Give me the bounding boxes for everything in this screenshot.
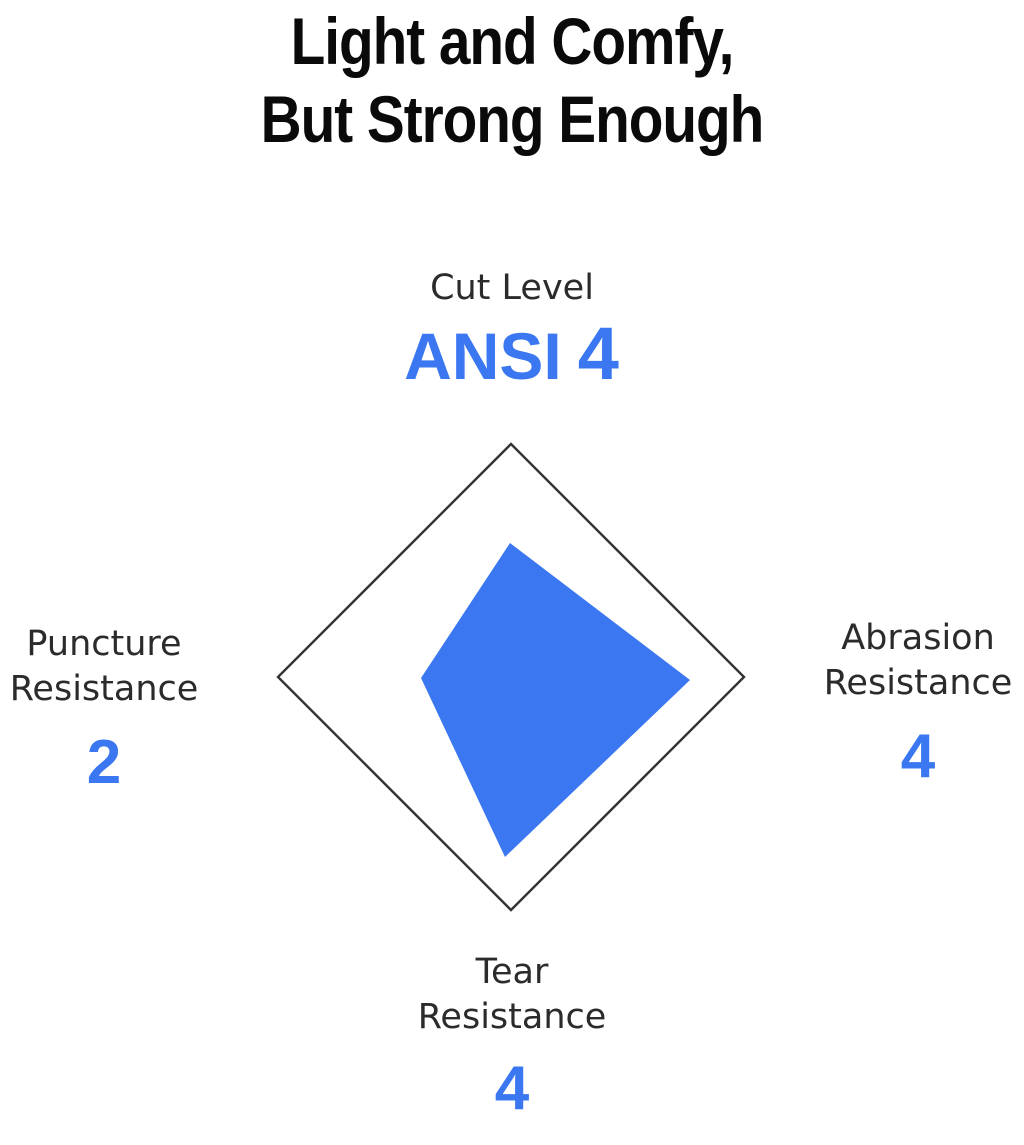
axis-bottom-value: 4 bbox=[494, 1054, 530, 1123]
axis-bottom-label-line-2: Resistance bbox=[417, 997, 607, 1037]
radar-data-polygon bbox=[421, 543, 690, 857]
title-line-1: Light and Comfy, bbox=[290, 4, 735, 78]
axis-bottom-tear-resistance: Tear Resistance 4 bbox=[0, 950, 1024, 1124]
axis-bottom-label-line-1: Tear bbox=[475, 952, 549, 992]
axis-top-value-number: 4 bbox=[577, 312, 620, 395]
axis-top-value-prefix: ANSI bbox=[404, 319, 562, 393]
axis-left-value: 2 bbox=[86, 728, 122, 797]
title-line-2: But Strong Enough bbox=[260, 82, 765, 156]
axis-left-label-line-2: Resistance bbox=[9, 669, 199, 709]
axis-top-value: ANSI 4 bbox=[0, 313, 1024, 397]
axis-left-label-line-1: Puncture bbox=[26, 624, 182, 664]
radar-outer-ring bbox=[276, 442, 746, 912]
page-title: Light and Comfy, But Strong Enough bbox=[0, 2, 1024, 158]
axis-top-cut-level: Cut Level ANSI 4 bbox=[0, 266, 1024, 397]
axis-right-abrasion-resistance: Abrasion Resistance 4 bbox=[812, 616, 1024, 792]
axis-right-label-line-1: Abrasion bbox=[841, 618, 995, 658]
axis-right-label-line-2: Resistance bbox=[823, 663, 1013, 703]
axis-top-label: Cut Level bbox=[430, 268, 594, 308]
axis-right-value: 4 bbox=[900, 722, 936, 791]
axis-left-puncture-resistance: Puncture Resistance 2 bbox=[0, 622, 212, 798]
